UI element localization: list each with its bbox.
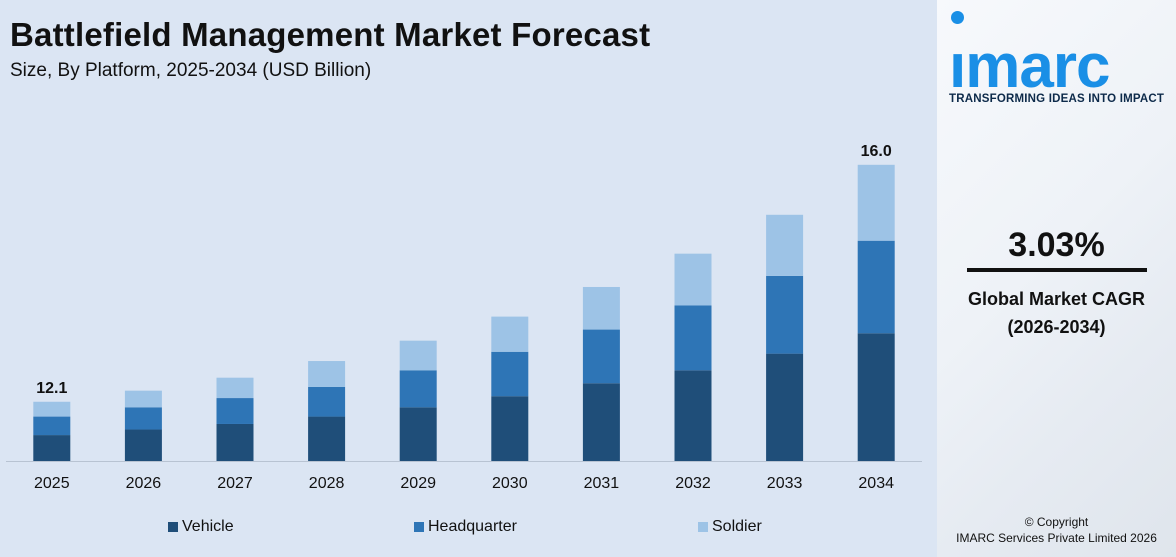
stacked-bar-chart: 2025 12.1 2026 2027 2028 2029 2030 2031 2032 2033… [6, 143, 922, 492]
chart-legend: Vehicle Headquarter Soldier [0, 518, 937, 542]
logo-tagline: TRANSFORMING IDEAS INTO IMPACT [949, 93, 1165, 105]
bar-soldier-2029 [399, 340, 437, 371]
legend-item-vehicle: Vehicle [168, 518, 234, 536]
bar-soldier-2030 [491, 316, 529, 352]
x-tick-label-2033: 2033 [767, 475, 803, 492]
legend-swatch-vehicle [168, 522, 178, 532]
legend-item-headquarter: Headquarter [414, 518, 517, 536]
chart-panel: Battlefield Management Market Forecast S… [0, 16, 937, 542]
bar-headquarter-2034 [857, 240, 895, 334]
copyright-line1: © Copyright [1024, 515, 1089, 529]
bar-headquarter-2027 [216, 398, 254, 424]
x-tick-label-2026: 2026 [126, 475, 162, 492]
copyright: © Copyright IMARC Services Private Limit… [937, 514, 1176, 546]
x-tick-label-2034: 2034 [858, 475, 894, 492]
x-tick-label-2025: 2025 [34, 475, 70, 492]
legend-label-vehicle: Vehicle [182, 518, 234, 535]
bar-vehicle-2030 [491, 396, 529, 461]
bar-headquarter-2029 [399, 370, 437, 408]
chart-subtitle: Size, By Platform, 2025-2034 (USD Billio… [10, 60, 372, 81]
data-label-2025: 12.1 [36, 380, 67, 397]
cagr-label: Global Market CAGR (2026-2034) [937, 285, 1176, 341]
bar-soldier-2028 [308, 361, 346, 387]
legend-swatch-headquarter [414, 522, 424, 532]
imarc-logo: ımarc [949, 32, 1110, 101]
copyright-line2: IMARC Services Private Limited 2026 [956, 531, 1157, 545]
info-sidebar: ımarc TRANSFORMING IDEAS INTO IMPACT 3.0… [937, 0, 1176, 557]
data-label-2034: 16.0 [861, 143, 892, 160]
x-tick-label-2032: 2032 [675, 475, 711, 492]
x-tick-label-2029: 2029 [400, 475, 436, 492]
x-tick-label-2030: 2030 [492, 475, 528, 492]
x-tick-label-2027: 2027 [217, 475, 253, 492]
bar-soldier-2034 [857, 164, 895, 241]
bar-headquarter-2030 [491, 351, 529, 397]
bar-vehicle-2033 [766, 353, 804, 461]
bar-vehicle-2034 [857, 333, 895, 461]
bar-vehicle-2026 [124, 429, 162, 461]
legend-label-soldier: Soldier [712, 518, 762, 535]
cagr-value: 3.03% [1008, 226, 1105, 264]
x-tick-label-2028: 2028 [309, 475, 345, 492]
logo-dot [951, 11, 964, 24]
cagr-label-line2: (2026-2034) [1007, 317, 1106, 337]
bar-vehicle-2031 [582, 383, 620, 461]
bar-vehicle-2029 [399, 407, 437, 461]
bar-vehicle-2027 [216, 423, 254, 461]
bar-soldier-2031 [582, 286, 620, 330]
legend-item-soldier: Soldier [698, 518, 762, 536]
bar-headquarter-2032 [674, 305, 712, 371]
bar-vehicle-2028 [308, 416, 346, 461]
bar-headquarter-2033 [766, 275, 804, 354]
cagr-label-line1: Global Market CAGR [967, 289, 1146, 309]
legend-swatch-soldier [698, 522, 708, 532]
bar-soldier-2032 [674, 253, 712, 306]
x-tick-label-2031: 2031 [584, 475, 620, 492]
bar-vehicle-2032 [674, 370, 712, 461]
legend-label-headquarter: Headquarter [428, 518, 517, 535]
bar-headquarter-2025 [33, 416, 71, 436]
bar-soldier-2027 [216, 377, 254, 399]
bar-soldier-2026 [124, 390, 162, 408]
bar-soldier-2033 [766, 214, 804, 276]
bar-headquarter-2026 [124, 407, 162, 430]
bar-vehicle-2025 [33, 435, 71, 461]
chart-title: Battlefield Management Market Forecast [10, 16, 651, 53]
bar-headquarter-2028 [308, 386, 346, 417]
bar-headquarter-2031 [582, 329, 620, 384]
bar-soldier-2025 [33, 401, 71, 417]
cagr-divider [967, 268, 1147, 272]
